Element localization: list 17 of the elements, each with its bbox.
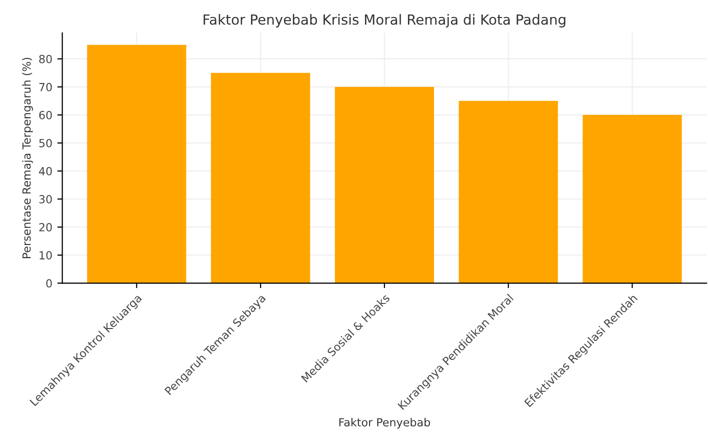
chart-title: Faktor Penyebab Krisis Moral Remaja di Kota Padang <box>204 14 566 28</box>
bar <box>210 72 310 284</box>
y-tick-label: 50 <box>39 138 52 148</box>
y-tick-label: 70 <box>39 82 52 92</box>
x-axis-title: Faktor Penyebab <box>339 418 430 429</box>
bar <box>87 44 186 284</box>
bar <box>582 114 682 284</box>
bar <box>458 100 558 284</box>
y-tick-label: 40 <box>38 166 52 176</box>
y-tick-label: 10 <box>40 251 52 260</box>
bar <box>334 86 434 284</box>
y-axis-title: Persentase Remaja Terpengaruh (%) <box>22 58 33 258</box>
y-tick-label: 20 <box>39 223 52 232</box>
y-tick-label: 60 <box>39 110 52 120</box>
y-tick-label: 30 <box>39 195 52 204</box>
y-tick-label: 80 <box>39 54 52 64</box>
y-tick-label: 0 <box>46 279 52 288</box>
